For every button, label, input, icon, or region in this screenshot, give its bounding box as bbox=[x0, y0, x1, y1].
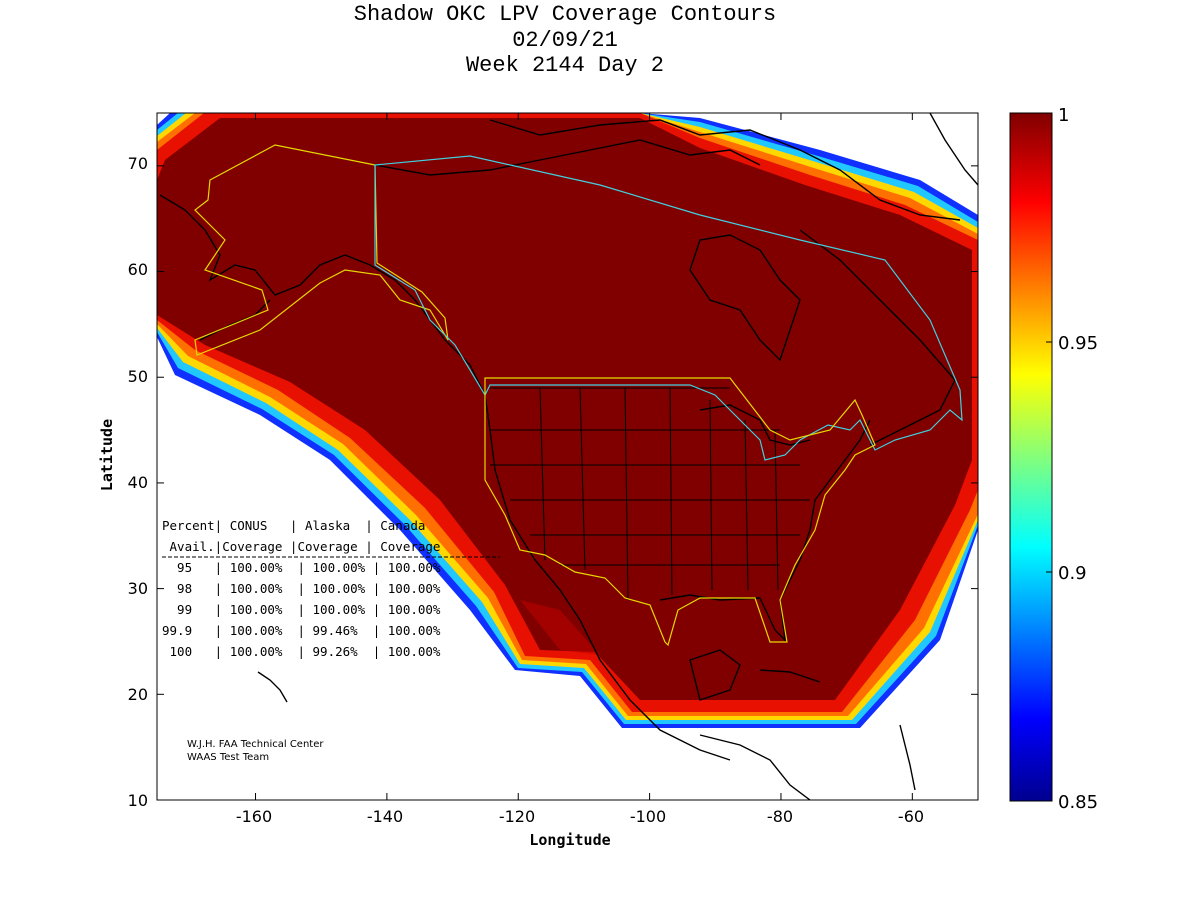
y-tick-label: 60 bbox=[128, 260, 148, 279]
service-boundaries bbox=[194, 144, 963, 647]
canada-boundary bbox=[374, 155, 963, 461]
credit-line-2: WAAS Test Team bbox=[187, 752, 269, 763]
lesser-antilles bbox=[899, 724, 916, 791]
table-row: 95 | 100.00% | 100.00% | 100.00% bbox=[162, 560, 441, 575]
x-tick-label: -100 bbox=[630, 807, 666, 826]
pacific-coast bbox=[444, 339, 731, 761]
x-tick-label: -160 bbox=[236, 807, 272, 826]
y-tick-label: 40 bbox=[128, 473, 148, 492]
colorbar-tick-label: 0.85 bbox=[1058, 792, 1098, 813]
coverage-table: Percent| CONUS | Alaska | Canada Avail.|… bbox=[162, 518, 500, 659]
alaska-coastline bbox=[159, 194, 446, 341]
x-axis: -160 -140 -120 -100 -80 -60 Longitude bbox=[236, 807, 924, 849]
gulf-atlantic-coast bbox=[659, 419, 871, 642]
table-row: 100 | 100.00% | 99.26% | 100.00% bbox=[162, 644, 441, 659]
coastlines-and-borders bbox=[159, 113, 978, 800]
coverage-contours bbox=[157, 113, 978, 728]
chart-title-line-3: Week 2144 Day 2 bbox=[465, 53, 665, 78]
colorbar-tick-label: 0.9 bbox=[1058, 563, 1087, 584]
plot-frame bbox=[156, 112, 979, 801]
us-state-lines bbox=[490, 387, 810, 601]
x-tick-label: -60 bbox=[898, 807, 924, 826]
y-tick-label: 50 bbox=[128, 367, 148, 386]
x-axis-label: Longitude bbox=[529, 831, 610, 849]
conus-boundary bbox=[484, 377, 876, 647]
x-tick-label: -120 bbox=[499, 807, 535, 826]
table-row: 98 | 100.00% | 100.00% | 100.00% bbox=[162, 581, 441, 596]
yucatan bbox=[689, 649, 741, 701]
table-row: 99.9 | 100.00% | 99.46% | 100.00% bbox=[162, 623, 441, 638]
y-tick-label: 30 bbox=[128, 579, 148, 598]
y-tick-label: 70 bbox=[128, 154, 148, 173]
table-row: 99 | 100.00% | 100.00% | 100.00% bbox=[162, 602, 441, 617]
colorbar: 1 0.95 0.9 0.85 bbox=[1009, 105, 1098, 813]
cuba bbox=[759, 669, 821, 683]
y-tick-label: 20 bbox=[128, 685, 148, 704]
greenland-edge bbox=[929, 113, 978, 186]
alaska-boundary bbox=[194, 144, 449, 356]
table-header-1: Percent| CONUS | Alaska | Canada bbox=[162, 518, 425, 533]
arctic-islands bbox=[489, 119, 961, 221]
table-header-2: Avail.|Coverage |Coverage | Coverage bbox=[162, 539, 440, 554]
labrador-coast bbox=[799, 229, 956, 446]
x-tick-label: -80 bbox=[767, 807, 793, 826]
colorbar-tick-label: 1 bbox=[1058, 105, 1069, 126]
hawaii bbox=[257, 671, 288, 703]
y-tick-label: 10 bbox=[128, 791, 148, 810]
colorbar-gradient bbox=[1009, 112, 1053, 802]
coverage-band-inner-red bbox=[520, 600, 600, 655]
colorbar-tick-label: 0.95 bbox=[1058, 333, 1098, 354]
hudson-bay bbox=[689, 234, 801, 362]
axis-ticks bbox=[157, 113, 978, 801]
central-america bbox=[699, 734, 811, 800]
y-axis: 70 60 50 40 30 20 10 Latitude bbox=[98, 154, 148, 810]
x-tick-label: -140 bbox=[367, 807, 403, 826]
y-axis-label: Latitude bbox=[98, 419, 116, 491]
chart-title-line-2: 02/09/21 bbox=[512, 28, 618, 53]
arctic-coast bbox=[374, 139, 761, 176]
chart-title-line-1: Shadow OKC LPV Coverage Contours bbox=[353, 2, 777, 27]
credit-line-1: W.J.H. FAA Technical Center bbox=[187, 739, 324, 750]
